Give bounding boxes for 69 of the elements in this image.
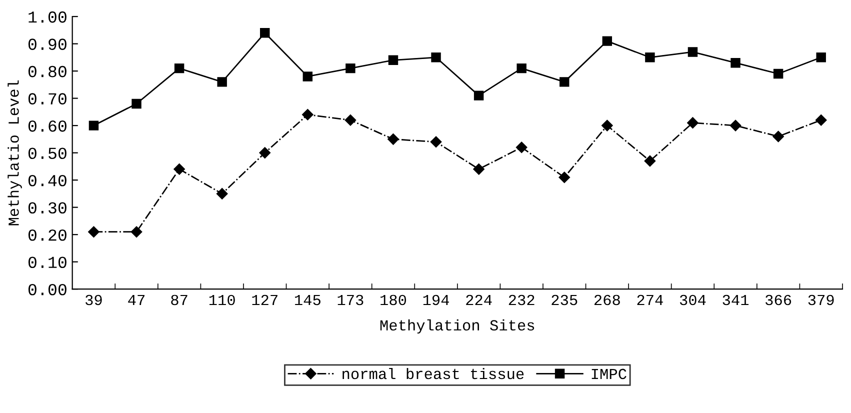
- point: [217, 77, 227, 87]
- point: [815, 114, 827, 126]
- x-tick-label: 274: [637, 294, 663, 306]
- y-tick-label: 0.80: [28, 66, 66, 78]
- x-tick-label: 366: [766, 294, 792, 306]
- point: [602, 36, 612, 46]
- point: [560, 77, 570, 87]
- y-tick-label: 0.50: [28, 148, 66, 160]
- point: [302, 109, 314, 120]
- point: [473, 164, 484, 175]
- x-tick-label: 39: [86, 294, 102, 306]
- point: [730, 58, 740, 68]
- x-tick-label: 379: [808, 294, 834, 306]
- point: [558, 172, 570, 183]
- x-tick-label: 47: [128, 294, 144, 306]
- point: [132, 98, 142, 109]
- x-tick-label: 304: [680, 294, 706, 306]
- point: [259, 147, 270, 158]
- point: [216, 188, 228, 200]
- y-tick-label: 1.00: [28, 11, 66, 23]
- point: [174, 164, 185, 175]
- point: [430, 136, 442, 148]
- point: [688, 47, 698, 57]
- x-axis-title: Methylation Sites: [380, 319, 534, 334]
- point: [602, 120, 613, 132]
- point: [772, 130, 784, 142]
- y-tick-label: 0.40: [28, 174, 66, 186]
- y-axis-title: Methylatio Level: [8, 80, 22, 226]
- point: [174, 63, 184, 74]
- y-tick-label: 0.20: [28, 229, 66, 241]
- legend-label: IMPC: [592, 368, 626, 380]
- x-tick-label: 145: [295, 294, 320, 306]
- x-tick-label: 194: [423, 294, 449, 306]
- x-tick-label: 224: [466, 294, 492, 306]
- point: [431, 52, 441, 62]
- point: [302, 72, 313, 82]
- y-tick-label: 0.30: [28, 202, 66, 214]
- point: [474, 90, 484, 100]
- point: [88, 226, 100, 238]
- y-tick-label: 0.70: [28, 93, 66, 104]
- point: [516, 142, 528, 153]
- point: [645, 52, 655, 62]
- point: [687, 117, 698, 128]
- point: [516, 63, 526, 74]
- x-tick-label: 87: [171, 294, 188, 306]
- x-tick-label: 127: [252, 294, 278, 306]
- y-tick-label: 0.90: [28, 38, 66, 50]
- point: [88, 120, 99, 130]
- x-tick-label: 180: [380, 294, 406, 306]
- point: [260, 28, 270, 38]
- point: [773, 68, 784, 79]
- point: [816, 52, 826, 62]
- y-tick-label: 0.00: [28, 284, 66, 296]
- x-tick-label: 232: [508, 294, 534, 306]
- point: [730, 120, 742, 132]
- x-tick-label: 110: [209, 294, 235, 306]
- legend-label: normal breast tissue: [342, 368, 524, 380]
- y-tick-label: 0.10: [28, 256, 66, 268]
- point: [644, 155, 656, 167]
- x-tick-label: 173: [338, 294, 364, 306]
- point: [388, 134, 399, 145]
- point: [130, 226, 142, 238]
- x-tick-label: 268: [594, 294, 620, 306]
- point: [388, 55, 398, 65]
- point: [346, 63, 356, 74]
- point: [344, 114, 356, 126]
- x-tick-label: 235: [552, 294, 578, 306]
- x-tick-label: 341: [722, 294, 749, 306]
- y-tick-label: 0.60: [28, 120, 66, 132]
